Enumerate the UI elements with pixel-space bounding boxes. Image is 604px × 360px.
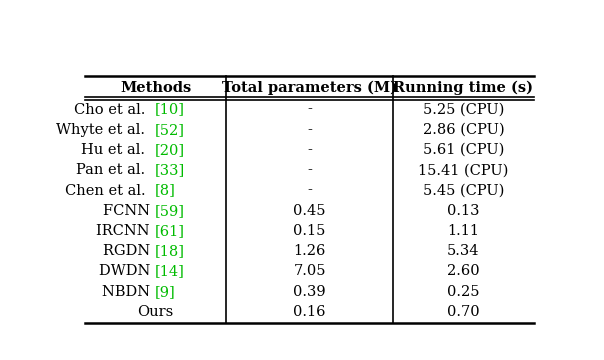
Text: 0.13: 0.13 [447, 204, 480, 218]
Text: 5.25 (CPU): 5.25 (CPU) [423, 103, 504, 117]
Text: 7.05: 7.05 [294, 265, 326, 279]
Text: Hu et al.: Hu et al. [82, 143, 155, 157]
Text: 2.60: 2.60 [447, 265, 480, 279]
Text: [59]: [59] [155, 204, 185, 218]
Text: [9]: [9] [155, 285, 175, 299]
Text: Methods: Methods [120, 81, 191, 95]
Text: RGDN: RGDN [103, 244, 155, 258]
Text: [61]: [61] [155, 224, 185, 238]
Text: 1.26: 1.26 [294, 244, 326, 258]
Text: -: - [307, 163, 312, 177]
Text: 0.25: 0.25 [447, 285, 480, 299]
Text: [52]: [52] [155, 123, 185, 137]
Text: NBDN: NBDN [102, 285, 155, 299]
Text: 0.16: 0.16 [294, 305, 326, 319]
Text: [14]: [14] [155, 265, 185, 279]
Text: IRCNN: IRCNN [97, 224, 155, 238]
Text: [8]: [8] [155, 184, 176, 198]
Text: 0.45: 0.45 [294, 204, 326, 218]
Text: 1.11: 1.11 [448, 224, 480, 238]
Text: 5.34: 5.34 [447, 244, 480, 258]
Text: DWDN: DWDN [98, 265, 155, 279]
Text: Running time (s): Running time (s) [393, 81, 533, 95]
Text: [10]: [10] [155, 103, 185, 117]
Text: [33]: [33] [155, 163, 185, 177]
Text: 0.70: 0.70 [447, 305, 480, 319]
Text: 5.61 (CPU): 5.61 (CPU) [423, 143, 504, 157]
Text: Chen et al.: Chen et al. [65, 184, 155, 198]
Text: 5.45 (CPU): 5.45 (CPU) [423, 184, 504, 198]
Text: -: - [307, 143, 312, 157]
Text: Whyte et al.: Whyte et al. [56, 123, 155, 137]
Text: Pan et al.: Pan et al. [76, 163, 155, 177]
Text: 0.15: 0.15 [294, 224, 326, 238]
Text: Cho et al.: Cho et al. [74, 103, 155, 117]
Text: 15.41 (CPU): 15.41 (CPU) [419, 163, 509, 177]
Text: -: - [307, 184, 312, 198]
Text: [20]: [20] [155, 143, 185, 157]
Text: 2.86 (CPU): 2.86 (CPU) [423, 123, 504, 137]
Text: Ours: Ours [138, 305, 174, 319]
Text: FCNN: FCNN [103, 204, 155, 218]
Text: -: - [307, 123, 312, 137]
Text: [18]: [18] [155, 244, 185, 258]
Text: 0.39: 0.39 [293, 285, 326, 299]
Text: Total parameters (M): Total parameters (M) [222, 81, 397, 95]
Text: -: - [307, 103, 312, 117]
